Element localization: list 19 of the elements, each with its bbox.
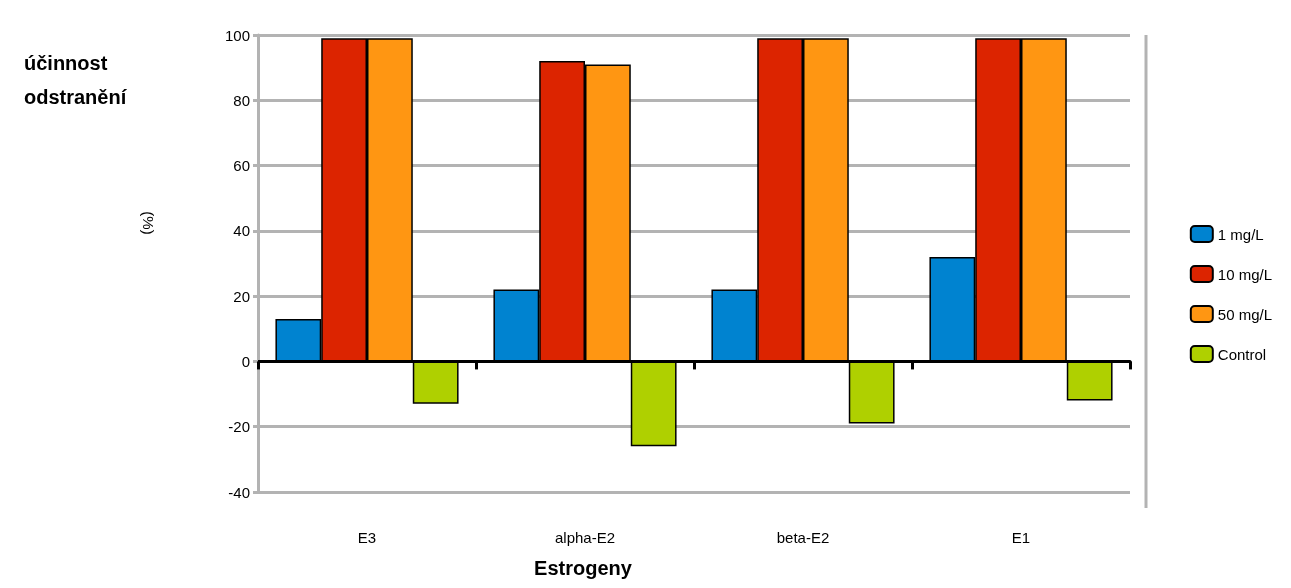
y-tick-label: -40 bbox=[228, 483, 250, 501]
text: (%) bbox=[139, 211, 157, 235]
y-tick-label: -20 bbox=[228, 418, 250, 436]
y-tick-label: 60 bbox=[233, 157, 250, 175]
y-tick-label: 0 bbox=[241, 352, 250, 370]
legend-label: 10 mg/L bbox=[1217, 265, 1272, 283]
y-tick-label: 20 bbox=[233, 287, 250, 305]
legend-label: Control bbox=[1217, 345, 1267, 363]
legend-label: 1 mg/L bbox=[1217, 225, 1264, 243]
y-tick-label: 80 bbox=[233, 91, 250, 109]
x-tick-label: E3 bbox=[357, 529, 377, 546]
x-tick-label: E1 bbox=[1011, 529, 1031, 546]
y-axis-title: účinnost odstranění bbox=[24, 52, 128, 108]
y-tick-label: 40 bbox=[233, 222, 250, 240]
legend-label: 50 mg/L bbox=[1217, 305, 1272, 323]
x-tick-label: beta-E2 bbox=[776, 529, 830, 546]
x-tick-label: alpha-E2 bbox=[554, 529, 616, 546]
y-tick-label: 100 bbox=[224, 26, 250, 44]
x-axis-title: Estrogeny bbox=[534, 557, 633, 579]
